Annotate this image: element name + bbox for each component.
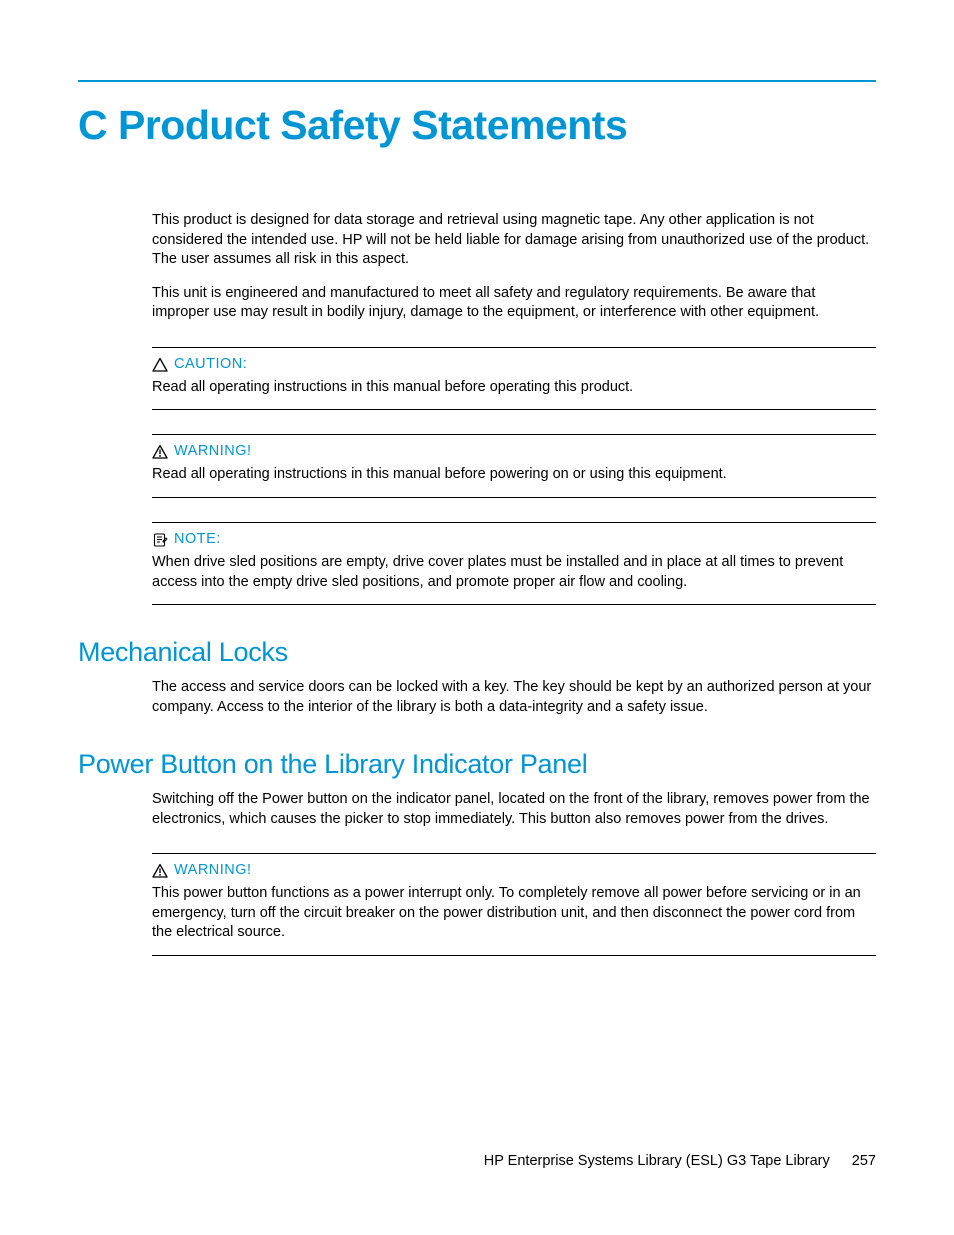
document-page: C Product Safety Statements This product… (0, 0, 954, 956)
caution-label: CAUTION: (174, 356, 247, 372)
footer-doc-title: HP Enterprise Systems Library (ESL) G3 T… (484, 1153, 830, 1169)
warning-text-2: This power button functions as a power i… (152, 884, 876, 943)
warning-label: WARNING! (174, 862, 252, 878)
note-text: When drive sled positions are empty, dri… (152, 553, 876, 592)
caution-admonition: CAUTION: Read all operating instructions… (152, 347, 876, 411)
heading-mechanical-locks: Mechanical Locks (78, 637, 876, 668)
caution-triangle-icon (152, 357, 168, 373)
note-admonition: NOTE: When drive sled positions are empt… (152, 522, 876, 605)
warning-triangle-icon (152, 444, 168, 460)
page-title: C Product Safety Statements (78, 102, 876, 149)
intro-paragraph-2: This unit is engineered and manufactured… (152, 284, 876, 323)
power-button-text: Switching off the Power button on the in… (152, 790, 876, 829)
note-label: NOTE: (174, 531, 221, 547)
intro-paragraph-1: This product is designed for data storag… (152, 211, 876, 270)
warning-label: WARNING! (174, 443, 252, 459)
warning-admonition-1: WARNING! Read all operating instructions… (152, 434, 876, 498)
caution-text: Read all operating instructions in this … (152, 378, 876, 398)
warning-admonition-2: WARNING! This power button functions as … (152, 853, 876, 956)
note-page-icon (152, 532, 168, 548)
heading-power-button: Power Button on the Library Indicator Pa… (78, 749, 876, 780)
page-footer: HP Enterprise Systems Library (ESL) G3 T… (484, 1153, 876, 1169)
top-rule (78, 80, 876, 82)
warning-text-1: Read all operating instructions in this … (152, 465, 876, 485)
mechanical-locks-text: The access and service doors can be lock… (152, 678, 876, 717)
warning-triangle-icon (152, 863, 168, 879)
footer-page-number: 257 (852, 1153, 876, 1169)
